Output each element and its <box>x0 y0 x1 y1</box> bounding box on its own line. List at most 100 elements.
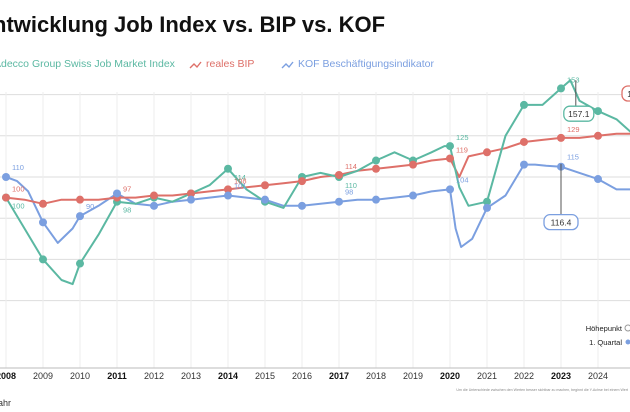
callout-label: 116.4 <box>551 218 572 228</box>
kof-marker <box>335 197 343 206</box>
data-label: 115 <box>567 153 579 162</box>
dot-marker-icon <box>625 339 630 345</box>
job-marker <box>557 84 565 93</box>
data-label: 119 <box>456 145 468 154</box>
bip-marker <box>409 160 417 169</box>
kof-marker <box>2 173 10 181</box>
data-label: 104 <box>456 175 469 184</box>
bip-marker <box>187 189 195 198</box>
job-marker <box>520 100 528 109</box>
kof-marker <box>520 160 528 169</box>
bip-marker <box>372 164 380 173</box>
x-tick-label: 2022 <box>514 371 534 381</box>
data-label: 129 <box>567 125 580 134</box>
kof-marker <box>409 191 417 200</box>
data-label: 114 <box>234 173 246 182</box>
job-marker <box>594 107 602 116</box>
data-label: 90 <box>86 202 94 211</box>
kof-marker <box>446 185 454 194</box>
bip-marker <box>150 191 158 200</box>
kof-marker <box>372 195 380 204</box>
data-label: 125 <box>456 133 469 142</box>
chart-title: ntwicklung Job Index vs. BIP vs. KOF <box>0 12 385 37</box>
data-label: 98 <box>345 188 353 197</box>
data-label: 110 <box>12 163 24 172</box>
x-tick-label: 2015 <box>255 371 275 381</box>
data-label: 97 <box>123 185 131 194</box>
data-label: 101 <box>234 182 247 191</box>
data-label: 100 <box>12 185 25 194</box>
kof-marker <box>594 175 602 184</box>
bip-marker <box>76 195 84 204</box>
callout-box <box>543 213 579 231</box>
kof-legend-label: KOF Beschäftigungsindikator <box>298 58 434 70</box>
series-markers <box>2 84 602 268</box>
x-tick-label: 2018 <box>366 371 386 381</box>
bip-marker <box>335 170 343 179</box>
job-marker <box>76 259 84 268</box>
x-tick-label: 2011 <box>107 371 127 381</box>
data-label: 108 <box>234 176 247 185</box>
series-lines <box>5 79 630 286</box>
x-tick-label: 2012 <box>144 371 164 381</box>
footnote: Um die Unterschiede zwischen den Werten … <box>456 388 628 392</box>
kof-line <box>5 163 630 248</box>
bip-marker <box>557 133 565 142</box>
x-tick-label: 2023 <box>551 371 571 381</box>
kof-legend-icon <box>281 61 294 69</box>
job-marker <box>446 142 454 151</box>
kof-marker <box>224 191 232 200</box>
kof-marker <box>298 201 306 210</box>
job-legend-label: Adecco Group Swiss Job Market Index <box>0 58 176 70</box>
callout-label: 157.1 <box>568 109 590 119</box>
marker-legend-label: 1. Quartal <box>589 338 622 347</box>
x-tick-label: 2017 <box>329 371 349 381</box>
kof-marker <box>113 189 121 198</box>
data-label: 100 <box>12 202 25 211</box>
job-marker <box>224 164 232 173</box>
chart-legend: Adecco Group Swiss Job Market Index reale… <box>0 58 434 70</box>
x-tick-label: 2010 <box>70 371 90 381</box>
data-label: 110 <box>345 181 357 190</box>
bip-marker <box>224 185 232 194</box>
x-tick-label: 2014 <box>218 371 238 381</box>
grid-lines <box>0 92 630 369</box>
job-marker <box>372 156 380 165</box>
job-marker <box>39 255 47 264</box>
bip-marker <box>594 131 602 140</box>
marker-legend-label: Höhepunkt <box>586 324 623 333</box>
job-marker <box>483 197 491 206</box>
bip-marker <box>520 137 528 146</box>
job-line <box>5 79 630 286</box>
bip-marker <box>2 193 10 202</box>
data-labels: 1001001109097981141081011141109810411912… <box>12 75 580 214</box>
kof-marker <box>187 195 195 204</box>
kof-marker <box>261 195 269 204</box>
callout-box <box>563 105 595 122</box>
x-tick-label: 2021 <box>477 371 497 381</box>
x-tick-label: 2024 <box>588 371 608 381</box>
callout-label: 13 <box>627 89 630 99</box>
data-label: 114 <box>345 162 357 171</box>
callout-box <box>621 85 630 102</box>
marker-legend: Höhepunkt 1. Quartal <box>586 324 630 347</box>
x-axis-label: ahr <box>0 398 11 408</box>
bip-marker <box>446 154 454 163</box>
bip-marker <box>298 177 306 186</box>
bip-marker <box>39 199 47 208</box>
kof-marker <box>150 201 158 210</box>
bip-legend-label: reales BIP <box>206 58 254 70</box>
x-tick-label: 2019 <box>403 371 423 381</box>
bip-line <box>5 132 630 205</box>
kof-marker <box>39 218 47 227</box>
x-tick-label: 2013 <box>181 371 201 381</box>
bip-marker <box>261 181 269 190</box>
kof-marker <box>483 203 491 212</box>
data-label: 98 <box>123 206 131 215</box>
kof-marker <box>76 212 84 221</box>
x-tick-label: 2020 <box>440 371 460 381</box>
data-label: 153 <box>567 75 580 84</box>
bip-marker <box>483 148 491 157</box>
x-axis: 2008 2009 2010 2011 2012 2013 2014 2015 2016 2017… <box>0 371 608 381</box>
